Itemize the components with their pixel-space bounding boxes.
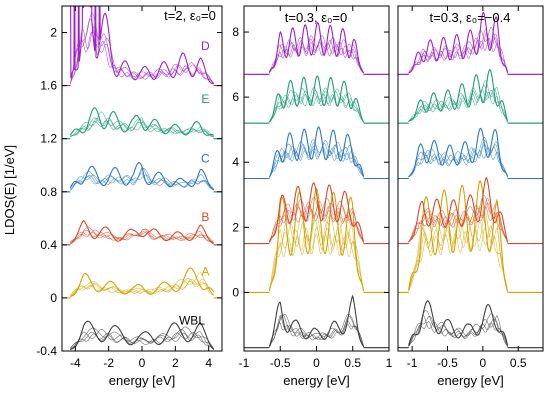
x-tick-label: 0.5 xyxy=(510,356,527,370)
x-axis-label: energy [eV] xyxy=(283,373,350,388)
series-C-right xyxy=(398,147,543,179)
series-WBL-left xyxy=(62,332,222,351)
x-tick-label: 0 xyxy=(139,356,146,370)
series-C-middle xyxy=(244,149,389,179)
series-WBL-middle xyxy=(244,314,389,348)
series-B-left xyxy=(62,232,222,246)
series-D-left xyxy=(62,31,222,86)
panel-left: -4 -2 0 2 4 -0.4 0 0.4 0.8 1.2 1.6 2 energy [eV] t=2,… xyxy=(36,5,223,388)
series-B-middle xyxy=(244,209,389,244)
y-tick-label: 1.2 xyxy=(40,132,57,146)
series-E-middle xyxy=(244,87,389,124)
series-A-left xyxy=(62,267,222,299)
y-tick-label: 8 xyxy=(232,25,239,39)
curve-label-C: C xyxy=(201,152,210,166)
series-D-right xyxy=(398,28,543,75)
series-A-middle xyxy=(244,233,389,293)
series-E-middle xyxy=(244,93,389,124)
y-tick-label: -0.4 xyxy=(36,344,57,358)
y-tick-label: 0 xyxy=(232,285,239,299)
series-WBL-right xyxy=(398,300,543,349)
x-tick-label: -0.5 xyxy=(437,356,458,370)
series-C-left xyxy=(62,168,222,193)
y-tick-label: 0.4 xyxy=(40,238,57,252)
x-tick-label: 0.5 xyxy=(344,356,361,370)
series-A-right xyxy=(398,228,543,293)
x-tick-label: 2 xyxy=(172,356,179,370)
series-D-middle xyxy=(244,35,389,75)
frame-right xyxy=(397,5,544,352)
curves-right xyxy=(398,11,543,349)
series-WBL-left xyxy=(62,331,222,351)
series-C-right xyxy=(398,143,543,179)
series-C-left xyxy=(62,166,222,193)
series-WBL-middle xyxy=(244,294,389,349)
y-tick-label: 4 xyxy=(232,155,239,169)
series-WBL-right xyxy=(398,321,543,348)
series-D-left xyxy=(62,13,222,86)
curves-left xyxy=(62,6,222,351)
series-C-middle xyxy=(244,139,389,179)
series-WBL-left xyxy=(62,320,222,351)
x-axis-label: energy [eV] xyxy=(437,373,504,388)
x-axis-label: energy [eV] xyxy=(109,373,176,388)
series-A-left xyxy=(62,281,222,299)
x-tick-label: 4 xyxy=(205,356,212,370)
x-tick-label: -1 xyxy=(407,356,418,370)
x-tick-label: 0 xyxy=(313,356,320,370)
panel-right: -1 -0.5 0 0.5 energy [eV] t=0.3, ε₀=−0.4 xyxy=(397,5,544,388)
series-E-middle xyxy=(244,96,389,124)
curves-middle xyxy=(244,22,389,349)
x-tick-label: -0.5 xyxy=(270,356,291,370)
panel-annotation: t=0.3, ε₀=−0.4 xyxy=(430,10,511,25)
y-tick-label: 2 xyxy=(50,26,57,40)
y-axis-label: LDOS(E) [1/eV] xyxy=(2,145,17,235)
series-WBL-left xyxy=(62,328,222,351)
series-WBL-middle xyxy=(244,315,389,348)
series-D-middle xyxy=(244,45,389,75)
x-tick-label: -4 xyxy=(70,356,81,370)
y-tick-label: 2 xyxy=(232,220,239,234)
y-tick-label: 6 xyxy=(232,90,239,104)
curve-label-A: A xyxy=(201,264,209,278)
series-E-middle xyxy=(244,75,389,124)
series-WBL-middle xyxy=(244,322,389,348)
series-C-middle xyxy=(244,145,389,179)
x-tick-label: -1 xyxy=(239,356,250,370)
series-B-right xyxy=(398,177,543,245)
curve-label-D: D xyxy=(201,39,210,53)
curve-label-B: B xyxy=(201,210,209,224)
curve-label-E: E xyxy=(201,92,209,106)
series-B-left xyxy=(62,229,222,246)
panel-annotation: t=0.3, ε₀=0 xyxy=(285,10,348,25)
series-B-right xyxy=(398,206,543,244)
series-A-middle xyxy=(244,220,389,293)
y-tick-label: 0 xyxy=(50,291,57,305)
y-tick-label: 1.6 xyxy=(40,79,57,93)
series-D-middle xyxy=(244,38,389,75)
series-WBL-left xyxy=(62,326,222,351)
series-C-middle xyxy=(244,142,389,179)
series-D-right xyxy=(398,38,543,75)
x-tick-label: 1 xyxy=(386,356,393,370)
series-A-middle xyxy=(244,226,389,293)
x-tick-label: 0 xyxy=(480,356,487,370)
y-tick-label: 0.8 xyxy=(40,185,57,199)
panel-annotation: t=2, ε₀=0 xyxy=(164,8,216,23)
panel-middle: -1 -0.5 0 0.5 1 0 2 4 6 8 energy [eV] t=0.3, ε₀=0 xyxy=(232,5,393,388)
series-E-middle xyxy=(244,90,389,124)
series-A-middle xyxy=(244,187,389,293)
series-WBL-middle xyxy=(244,313,389,348)
series-E-right xyxy=(398,91,543,124)
curve-label-WBL: WBL xyxy=(179,313,205,327)
x-tick-label: -2 xyxy=(103,356,114,370)
series-A-middle xyxy=(244,212,389,293)
